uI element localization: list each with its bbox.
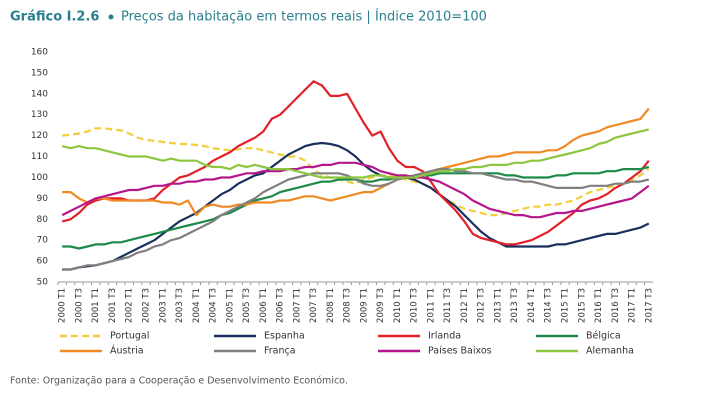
- legend-label: Alemanha: [586, 346, 634, 357]
- y-tick-label: 100: [31, 173, 48, 183]
- legend-label: Bélgica: [586, 331, 621, 342]
- x-tick-label: 2003 T3: [175, 288, 185, 323]
- x-tick-label: 2012 T1: [460, 288, 470, 323]
- chart-title: Gráfico I.2.6: [10, 10, 99, 25]
- legend-label: Áustria: [110, 345, 144, 357]
- source-note: Fonte: Organização para a Cooperação e D…: [10, 376, 348, 387]
- x-tick-label: 2014 T1: [527, 288, 537, 323]
- x-tick-label: 2014 T3: [544, 288, 554, 323]
- y-tick-label: 80: [37, 215, 49, 225]
- x-tick-label: 2001 T3: [108, 288, 118, 323]
- series-line: [61, 161, 650, 219]
- series-line: [61, 80, 650, 246]
- x-tick-label: 2000 T3: [74, 288, 84, 323]
- x-tick-label: 2017 T1: [628, 288, 638, 323]
- y-tick-label: 120: [31, 131, 48, 141]
- series-line: [62, 127, 650, 217]
- chart-subtitle: Preços da habitação em termos reais | Ín…: [121, 9, 487, 25]
- x-tick-label: 2003 T1: [158, 288, 168, 323]
- title-separator: [108, 14, 114, 20]
- x-tick-label: 2002 T3: [141, 288, 151, 323]
- x-tick-label: 2013 T1: [493, 288, 503, 323]
- x-tick-label: 2001 T1: [91, 288, 101, 323]
- x-tick-label: 2009 T3: [376, 288, 386, 323]
- x-tick-label: 2011 T1: [426, 288, 436, 323]
- x-tick-label: 2017 T3: [644, 288, 654, 323]
- y-tick-label: 60: [37, 257, 49, 267]
- legend-label: Espanha: [264, 331, 305, 342]
- x-tick-label: 2004 T3: [209, 288, 219, 323]
- x-tick-label: 2000 T1: [58, 288, 68, 323]
- y-tick-label: 70: [37, 236, 49, 246]
- y-tick-label: 140: [31, 89, 48, 99]
- x-tick-label: 2005 T1: [225, 288, 235, 323]
- x-tick-label: 2005 T3: [242, 288, 252, 323]
- series-line: [62, 141, 650, 271]
- y-tick-label: 50: [37, 278, 49, 288]
- x-tick-label: 2015 T3: [577, 288, 587, 323]
- x-tick-label: 2015 T1: [561, 288, 571, 323]
- x-tick-label: 2010 T3: [410, 288, 420, 323]
- x-tick-label: 2011 T3: [443, 288, 453, 323]
- x-tick-label: 2002 T1: [125, 288, 135, 323]
- x-tick-label: 2016 T3: [611, 288, 621, 323]
- legend-label: Países Baixos: [428, 346, 492, 357]
- y-tick-label: 150: [31, 68, 48, 78]
- x-tick-label: 2008 T1: [326, 288, 336, 323]
- y-tick-label: 110: [31, 152, 48, 162]
- y-tick-label: 160: [31, 48, 48, 58]
- legend-label: Irlanda: [428, 331, 461, 342]
- x-tick-label: 2016 T1: [594, 288, 604, 323]
- x-tick-label: 2006 T1: [259, 288, 269, 323]
- series-line: [61, 128, 650, 179]
- x-tick-label: 2010 T1: [393, 288, 403, 323]
- x-tick-label: 2007 T1: [292, 288, 302, 323]
- y-tick-label: 90: [37, 194, 49, 204]
- legend-label: Portugal: [110, 331, 149, 342]
- x-tick-label: 2008 T3: [343, 288, 353, 323]
- x-tick-label: 2013 T3: [510, 288, 520, 323]
- x-tick-label: 2007 T3: [309, 288, 319, 323]
- x-tick-label: 2004 T1: [192, 288, 202, 323]
- series-line: [62, 168, 650, 271]
- x-tick-label: 2006 T3: [276, 288, 286, 323]
- y-tick-label: 130: [31, 110, 48, 120]
- series-line: [62, 107, 650, 217]
- x-tick-label: 2009 T1: [359, 288, 369, 323]
- x-tick-label: 2012 T3: [477, 288, 487, 323]
- legend-label: França: [264, 346, 296, 357]
